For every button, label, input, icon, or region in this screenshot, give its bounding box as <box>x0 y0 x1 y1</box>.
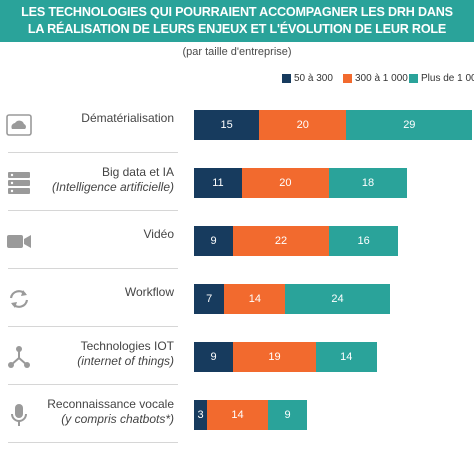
monitor-icon <box>6 112 32 138</box>
bar-segment: 14 <box>315 342 377 372</box>
row-divider <box>8 384 178 385</box>
bar-segment: 19 <box>233 342 316 372</box>
title-banner: LES TECHNOLOGIES QUI POURRAIENT ACCOMPAG… <box>0 0 474 42</box>
bar-segment: 3 <box>194 400 208 430</box>
row-divider <box>8 210 178 211</box>
bar-segment: 24 <box>285 284 390 314</box>
category-label-main: Workflow <box>124 285 174 299</box>
bar-segment: 20 <box>241 168 329 198</box>
title-line-2: LA RÉALISATION DE LEURS ENJEUX ET L'ÉVOL… <box>27 22 447 36</box>
bar-segment: 9 <box>267 400 308 430</box>
microphone-icon <box>6 402 32 428</box>
bar-segment: 15 <box>194 110 260 140</box>
bar-segment: 11 <box>194 168 242 198</box>
bar-segment: 22 <box>233 226 329 256</box>
legend-label: Plus de 1 000 <box>421 73 474 84</box>
legend-label: 300 à 1 000 <box>355 73 408 84</box>
bar-segment: 29 <box>346 110 473 140</box>
category-label: Big data et IA (Intelligence artificielle… <box>52 165 174 195</box>
bar-segment: 20 <box>259 110 347 140</box>
bar-segment: 16 <box>328 226 399 256</box>
refresh-icon <box>6 286 32 312</box>
category-label: Vidéo <box>144 227 174 242</box>
legend-swatch <box>282 74 291 83</box>
category-label-main: Technologies IOT <box>80 339 174 353</box>
title-line-1: LES TECHNOLOGIES QUI POURRAIENT ACCOMPAG… <box>21 5 453 19</box>
category-label-main: Big data et IA <box>101 165 174 179</box>
category-label-main: Vidéo <box>143 227 174 241</box>
category-label: Reconnaissance vocale (y compris chatbots… <box>47 397 174 427</box>
category-label-main: Dématérialisation <box>81 111 174 125</box>
legend-swatch <box>409 74 418 83</box>
bar-segment: 7 <box>194 284 225 314</box>
category-label-sub: (Intelligence artificielle) <box>51 180 174 194</box>
bar-segment: 18 <box>328 168 408 198</box>
legend-label: 50 à 300 <box>294 73 333 84</box>
category-label: Dématérialisation <box>81 111 174 126</box>
row-divider <box>8 326 178 327</box>
bar-segment: 14 <box>207 400 268 430</box>
category-label-sub: (internet of things) <box>77 354 174 368</box>
category-label-main: Reconnaissance vocale <box>47 397 174 411</box>
category-label-sub: (y compris chatbots*) <box>61 412 174 426</box>
category-label: Technologies IOT (internet of things) <box>77 339 174 369</box>
subtitle: (par taille d'entreprise) <box>182 46 292 58</box>
bar-segment: 9 <box>194 342 234 372</box>
legend-swatch <box>343 74 352 83</box>
bar-segment: 9 <box>194 226 234 256</box>
row-divider <box>8 442 178 443</box>
bar-segment: 14 <box>224 284 286 314</box>
row-divider <box>8 268 178 269</box>
network-icon <box>6 344 32 370</box>
database-icon <box>6 170 32 196</box>
category-label: Workflow <box>125 285 174 300</box>
row-divider <box>8 152 178 153</box>
video-camera-icon <box>6 228 32 254</box>
